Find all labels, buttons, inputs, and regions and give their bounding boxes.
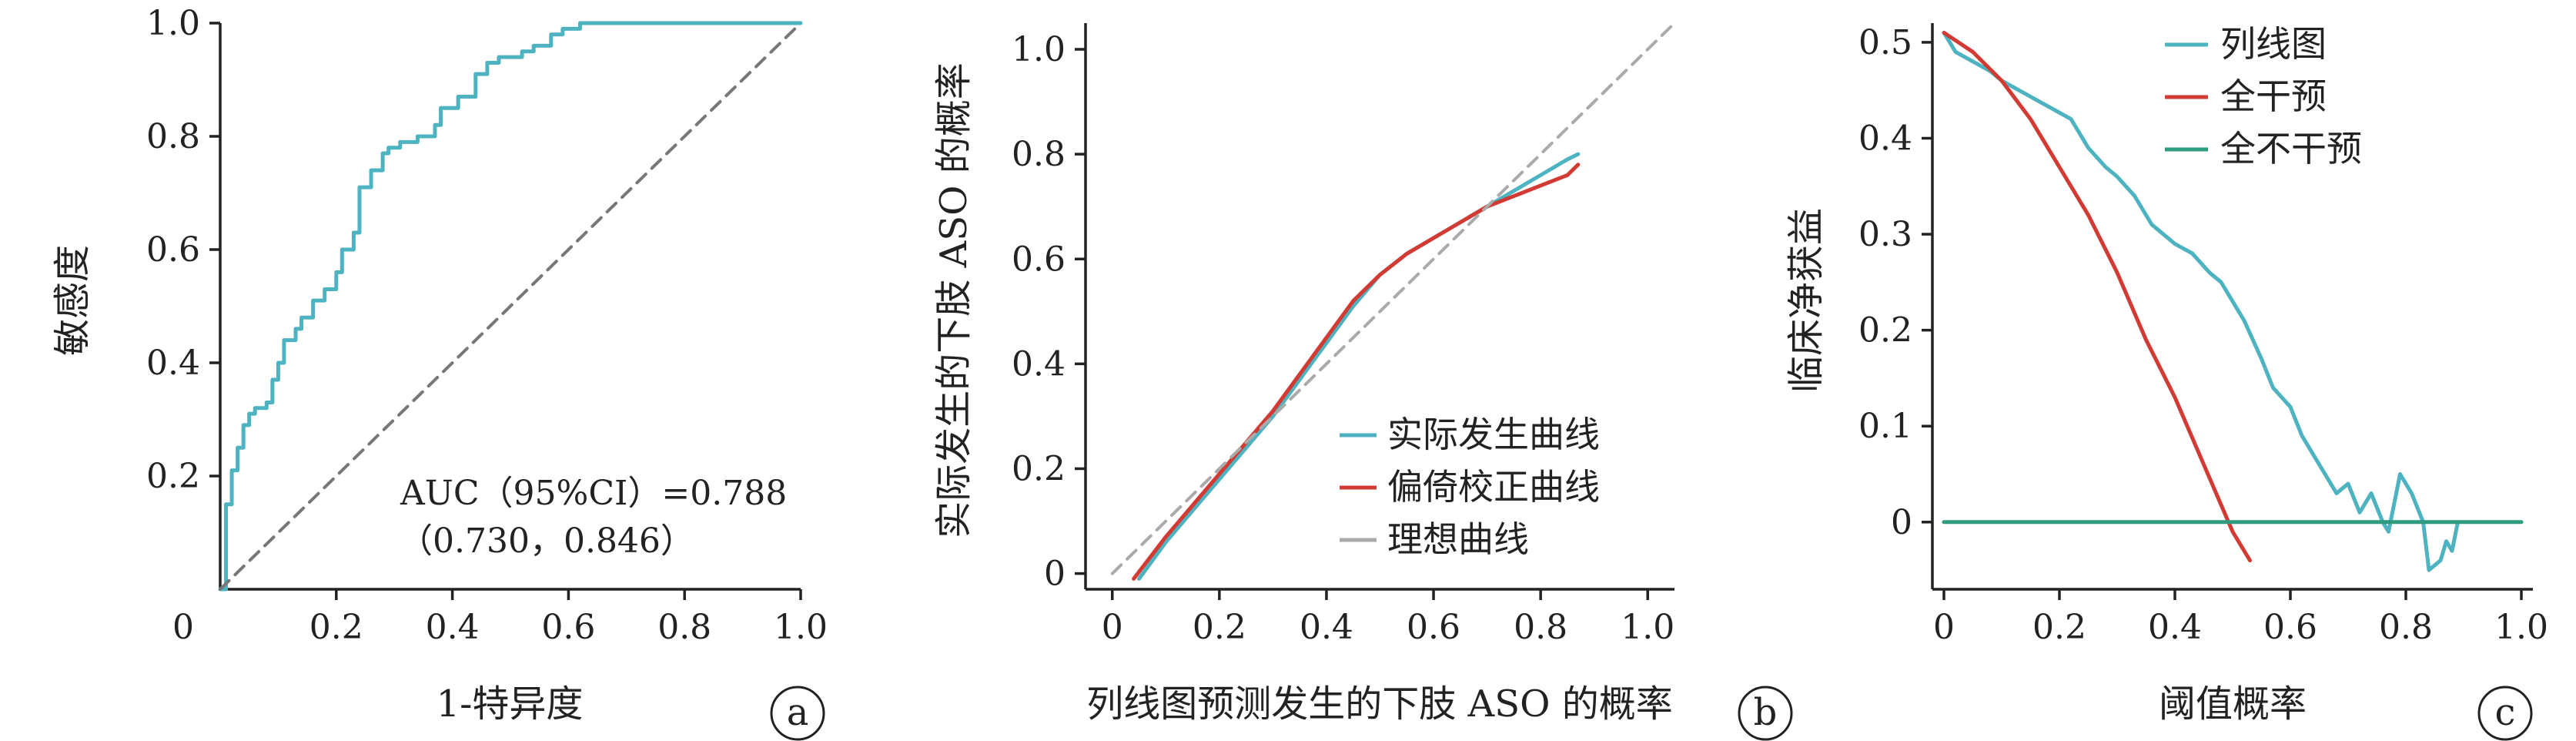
x-axis-label: 1-特异度	[437, 682, 584, 726]
x-tick-label: 0.8	[657, 608, 711, 647]
panel-letter: b	[1754, 691, 1778, 734]
panel-b-calibration: 0 0.2 0.4 0.6 0.8 1.0 0 0.2 0.4 0.6 0.8 1.0 列线图预测发生的…	[932, 22, 1793, 741]
x-tick-label: 0.8	[1514, 608, 1567, 647]
x-axis-label: 列线图预测发生的下肢 ASO 的概率	[1086, 682, 1672, 726]
x-axis-label: 阈值概率	[2159, 682, 2307, 726]
x-tick-label: 0.2	[2032, 608, 2086, 647]
panel-a-roc: 0.2 0.4 0.6 0.8 1.0 0.2 0.4 0.6 0.8 1.0 0 1-特异度 敏感度 a…	[51, 4, 828, 741]
legend-label: 实际发生曲线	[1387, 414, 1600, 455]
y-tick-label: 1.0	[1012, 30, 1066, 69]
y-tick-label: 0.1	[1858, 407, 1912, 446]
x-tick-label: 0.6	[541, 608, 595, 647]
panel-letter: a	[787, 691, 809, 734]
y-tick-label: 0.2	[1012, 449, 1066, 488]
legend-label: 全不干预	[2220, 128, 2362, 169]
x-tick-label: 0	[1102, 608, 1123, 647]
series-line-1	[1942, 30, 2252, 563]
y-tick-label: 0.6	[1012, 240, 1066, 279]
panel-letter-circle	[770, 686, 825, 741]
x-tick-label: 0.2	[309, 608, 363, 647]
legend-label: 偏倚校正曲线	[1387, 466, 1600, 508]
x-tick-label: 0	[1933, 608, 1955, 647]
y-tick-label: 0.4	[1858, 119, 1912, 158]
auc-annotation-line-1: AUC（95%CI）=0.788	[400, 474, 787, 513]
y-axis-label: 实际发生的下肢 ASO 的概率	[932, 62, 975, 538]
series-line-0	[1137, 152, 1581, 581]
panel-letter-circle	[1738, 686, 1793, 741]
x-tick-label: 0.2	[1193, 608, 1246, 647]
y-tick-label: 0.6	[146, 230, 200, 270]
y-tick-label: 0.2	[146, 457, 200, 496]
y-tick-label: 0.4	[146, 344, 200, 383]
x-tick-label: 1.0	[1621, 608, 1674, 647]
series-line-1	[1132, 163, 1581, 581]
y-tick-label: 0.4	[1012, 344, 1066, 384]
y-axis-label: 临床净获益	[1785, 208, 1828, 393]
y-tick-label: 0	[1044, 555, 1066, 594]
y-tick-label: 0.2	[1858, 311, 1912, 350]
y-tick-label: 0.8	[146, 117, 200, 156]
y-tick-label: 0.8	[1012, 135, 1066, 174]
x-tick-label: 0.4	[1300, 608, 1353, 647]
y-tick-label: 0.5	[1858, 23, 1912, 62]
x-tick-label: 1.0	[2494, 608, 2548, 647]
y-tick-label: 1.0	[146, 4, 200, 43]
reference-diagonal-line	[219, 22, 802, 591]
series-line-0	[1942, 30, 2460, 572]
series-line-2	[1110, 22, 1676, 575]
legend-label: 理想曲线	[1387, 518, 1529, 560]
roc-curve-line	[218, 21, 803, 592]
panel-letter-circle	[2477, 686, 2533, 741]
x-tick-label: 0.4	[426, 608, 480, 647]
x-tick-label: 0.6	[1407, 608, 1460, 647]
x-tick-label: 0.6	[2263, 608, 2317, 647]
legend-label: 全干预	[2220, 75, 2327, 117]
y-tick-label: 0	[1891, 503, 1912, 542]
panel-c-dca: 0 0.2 0.4 0.6 0.8 1.0 0 0.1 0.2 0.3 0.4 0.5 阈值概率 临床净获…	[1785, 23, 2548, 741]
y-axis-label: 敏感度	[51, 245, 94, 356]
x-tick-label: 1.0	[774, 608, 828, 647]
auc-annotation-line-2: （0.730，0.846）	[399, 521, 694, 561]
x-tick-label: 0.4	[2148, 608, 2202, 647]
origin-label: 0	[172, 608, 194, 647]
x-tick-label: 0.8	[2379, 608, 2433, 647]
panel-letter: c	[2495, 691, 2516, 734]
y-tick-label: 0.3	[1858, 215, 1912, 254]
legend-label: 列线图	[2220, 23, 2327, 65]
